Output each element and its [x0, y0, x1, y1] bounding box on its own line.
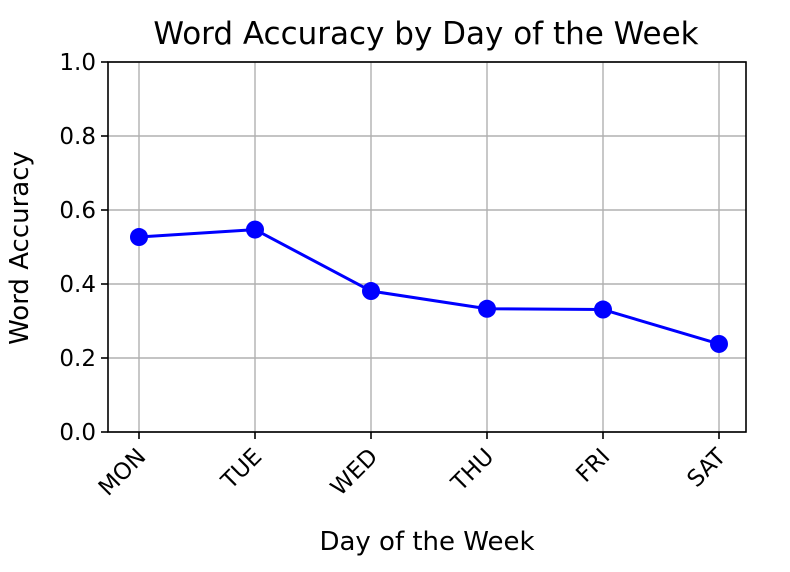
y-axis-label: Word Accuracy	[5, 151, 35, 345]
data-point	[478, 299, 496, 318]
x-tick-label: TUE	[216, 444, 267, 495]
series-line	[138, 228, 720, 346]
y-tick-label: 0.4	[59, 272, 96, 298]
y-tick-label: 0.2	[59, 346, 96, 372]
grid-lines	[108, 61, 746, 433]
y-tick-label: 0.8	[59, 124, 96, 150]
plot-area	[107, 61, 747, 433]
data-point	[246, 220, 264, 239]
x-tick-label: MON	[94, 444, 151, 501]
series-accuracy	[130, 220, 728, 353]
data-point	[362, 282, 380, 301]
x-axis-ticks: MON TUE WED THU FRI SAT	[94, 432, 732, 501]
x-axis-label: Day of the Week	[319, 527, 534, 557]
y-tick-label: 0.0	[59, 420, 96, 446]
chart-title: Word Accuracy by Day of the Week	[153, 16, 698, 52]
data-point	[594, 300, 612, 319]
y-axis-ticks: 0.0 0.2 0.4 0.6 0.8 1.0	[59, 50, 108, 446]
x-tick-label: SAT	[682, 443, 731, 492]
x-tick-label: THU	[446, 444, 499, 497]
data-point	[710, 334, 728, 353]
y-tick-label: 1.0	[59, 50, 96, 76]
data-point	[130, 228, 148, 247]
y-tick-label: 0.6	[59, 198, 96, 224]
x-tick-label: WED	[326, 444, 383, 501]
x-tick-label: FRI	[571, 444, 615, 488]
